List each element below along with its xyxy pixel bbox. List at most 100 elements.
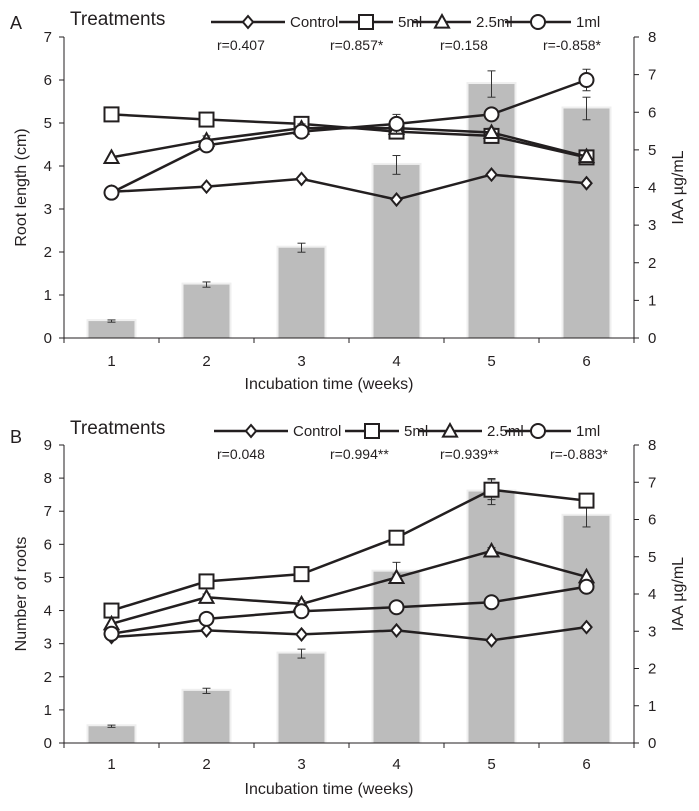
legend-marker-triangle [433,12,451,29]
x-tick-label: 4 [392,353,400,370]
y2-tick-label: 1 [648,292,656,309]
y-tick-label: 4 [44,603,52,620]
data-point-square [578,492,595,509]
panel-label: B [10,427,22,447]
series-line [110,78,587,194]
x-tick-label: 3 [297,756,305,773]
series-1ml [103,578,595,642]
data-point-diamond [295,626,308,642]
data-point-circle [103,184,120,201]
data-point-circle [198,610,215,627]
correlation-label: r=-0.858* [543,37,602,53]
y-tick-label: 4 [44,158,52,175]
y-axis-label: Number of roots [13,537,30,652]
y2-tick-label: 7 [648,474,656,491]
data-point-diamond [580,619,593,635]
y-tick-label: 3 [44,636,52,653]
y2-tick-label: 2 [648,661,656,678]
legend-label: Control [293,423,341,440]
series-line [111,549,587,626]
y2-tick-label: 5 [648,549,656,566]
bar [278,653,325,743]
y-tick-label: 7 [44,503,52,520]
y-axis-label: Root length (cm) [13,128,30,246]
y2-tick-label: 8 [648,437,656,454]
x-tick-label: 3 [297,353,305,370]
data-point-triangle [387,568,406,585]
data-point-diamond [485,167,498,183]
x-tick-label: 6 [582,756,590,773]
legend-label: 5ml [398,14,422,31]
bar [183,690,230,743]
y2-tick-label: 2 [648,255,656,272]
x-tick-label: 1 [107,353,115,370]
x-tick-label: 1 [107,756,115,773]
correlation-label: r=-0.883* [550,446,609,462]
y2-tick-label: 3 [648,623,656,640]
data-point-square [388,529,405,546]
data-point-circle [293,123,310,140]
y-tick-label: 5 [44,569,52,586]
y-tick-label: 6 [44,72,52,89]
bar [373,571,420,743]
data-point-square [198,111,215,128]
data-point-diamond [295,171,308,187]
bar [183,284,230,338]
y-tick-label: 1 [44,702,52,719]
series-1ml [103,68,595,201]
series-5ml [103,479,595,619]
series-line [111,173,587,201]
bar [88,726,135,743]
legend-marker-diamond [244,423,258,439]
y2-tick-label: 0 [648,330,656,347]
chart-panel-a: A 0 1 2 3 4 5 6 7 0 1 2 3 4 5 6 7 8 1 2 3 4 5 6 Incubation time … [10,9,687,393]
x-tick-label: 2 [202,353,210,370]
data-point-triangle [482,123,501,140]
y2-axis-label: IAA µg/mL [670,150,687,224]
data-point-square [103,106,120,123]
data-point-circle [483,594,500,611]
y2-tick-label: 8 [648,29,656,46]
y-tick-label: 2 [44,669,52,686]
bar [88,321,135,338]
data-point-circle [293,603,310,620]
y2-tick-label: 5 [648,142,656,159]
correlation-label: r=0.939** [440,446,499,462]
y2-tick-label: 6 [648,512,656,529]
legend-marker-triangle [441,421,459,438]
legend-label: 2.5ml [476,14,513,31]
x-axis-label: Incubation time (weeks) [245,376,414,393]
legend-title: Treatments [70,9,165,30]
x-axis-label: Incubation time (weeks) [245,781,414,798]
y2-tick-label: 6 [648,104,656,121]
y-tick-label: 8 [44,470,52,487]
y-tick-label: 3 [44,201,52,218]
y2-axis-label: IAA µg/mL [670,557,687,631]
data-point-square [293,566,310,583]
chart-panel-b: B 0 1 2 3 4 5 6 7 8 9 0 1 2 3 4 5 6 7 8 1 2 3 4 5 6 Incubation tim… [10,418,687,798]
legend-marker-square [358,14,374,30]
data-point-circle [388,599,405,616]
legend-marker-square [364,423,380,439]
data-point-circle [578,578,595,595]
y-tick-label: 9 [44,437,52,454]
panel-label: A [10,13,22,33]
data-point-circle [483,106,500,123]
y2-tick-label: 1 [648,698,656,715]
y-tick-label: 0 [44,330,52,347]
data-point-triangle [482,541,501,558]
data-point-square [483,481,500,498]
y2-tick-label: 4 [648,586,656,603]
data-point-diamond [200,179,213,195]
y2-tick-label: 3 [648,217,656,234]
legend-label: 5ml [404,423,428,440]
data-point-square [198,573,215,590]
bar [373,164,420,338]
data-point-diamond [580,175,593,191]
series-control [105,167,593,208]
y-tick-label: 7 [44,29,52,46]
y-tick-label: 0 [44,735,52,752]
data-point-diamond [390,191,403,208]
bar [563,108,610,338]
